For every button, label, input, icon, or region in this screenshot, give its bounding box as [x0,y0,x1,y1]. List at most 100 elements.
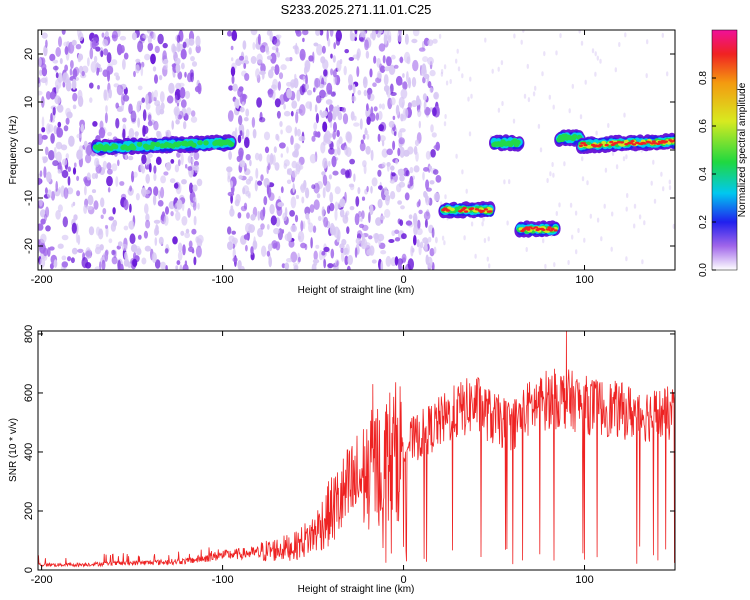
heatmap-cell [84,185,87,196]
heatmap-cell [102,160,108,170]
heatmap-cell [278,72,284,80]
heatmap-cell [330,68,334,76]
heatmap-cell [373,55,377,64]
heatmap-cell [296,89,301,102]
heatmap-cell [428,165,433,170]
heatmap-cell [55,180,58,192]
heatmap-cell [324,130,331,143]
heatmap-cell [377,72,382,79]
heatmap-cell [575,249,578,255]
heatmap-cell [239,106,245,113]
heatmap-cell [378,124,385,132]
heatmap-cell [394,229,400,235]
heatmap-cell [100,197,105,208]
heatmap-cell [101,32,105,38]
heatmap-cell [413,145,418,155]
heatmap-cell [332,69,337,78]
heatmap-cell [341,107,346,113]
heatmap-cell [242,187,246,195]
heatmap-cell [269,204,275,215]
heatmap-cell [170,211,174,217]
x-tick-label: 100 [575,574,593,586]
heatmap-cell [470,221,474,227]
heatmap-cell [239,160,246,168]
heatmap-cell [461,169,464,175]
x-tick-label: -100 [212,274,234,286]
heatmap-cell [92,121,98,127]
heatmap-cell [273,227,280,235]
heatmap-cell [277,81,281,91]
heatmap-cell [408,77,411,89]
heatmap-cell [322,121,328,133]
heatmap-cell [643,220,646,226]
heatmap-cell [325,99,333,105]
heatmap-cell [552,172,555,178]
heatmap-cell [231,230,236,235]
heatmap-cell [299,48,306,61]
heatmap-cell [407,102,412,109]
heatmap-cell [227,241,234,251]
snr-y-label: SNR (10 * v/v) [8,418,19,482]
heatmap-cell [72,104,77,110]
heatmap-cell [172,46,177,53]
heatmap-cell [183,121,187,130]
heatmap-cell [661,32,664,38]
heatmap-cell [441,235,445,241]
spectrogram-y-ticks: -20 -10 0 10 20 [23,48,675,254]
heatmap-cell [169,178,176,184]
heatmap-feature-cell [619,141,625,144]
heatmap-cell [258,153,263,162]
heatmap-cell [46,123,51,135]
heatmap-cell [424,218,428,228]
heatmap-cell [144,245,152,252]
heatmap-feature-cell [672,139,675,142]
heatmap-cell [377,133,381,143]
snr-y-ticks: 0 200 400 600 800 [23,325,675,573]
heatmap-cell [111,59,118,66]
heatmap-cell [357,187,361,195]
heatmap-cell [173,182,179,189]
heatmap-feature-cell [541,228,546,232]
heatmap-cell [175,119,180,125]
heatmap-cell [177,71,183,80]
heatmap-cell [349,158,355,165]
heatmap-cell [618,42,621,47]
heatmap-cell [52,106,56,116]
heatmap-cell [369,68,373,78]
heatmap-cell [372,82,377,87]
heatmap-cell [115,176,119,187]
heatmap-cell [610,246,613,252]
heatmap-cell [563,161,566,167]
heatmap-cell [39,243,46,254]
heatmap-cell [180,153,184,166]
heatmap-cell [323,69,328,77]
heatmap-cell [226,166,233,173]
heatmap-cell [263,196,268,206]
heatmap-cell [46,189,53,199]
heatmap-cell [418,47,426,52]
heatmap-cell [404,33,409,45]
heatmap-feature-cell [228,141,235,147]
heatmap-cell [165,206,169,215]
heatmap-cell [280,129,283,135]
heatmap-cell [141,154,147,165]
heatmap-cell [67,256,72,262]
heatmap-cell [227,30,232,37]
heatmap-cell [526,63,529,69]
heatmap-cell [321,250,326,256]
heatmap-cell [231,75,235,85]
colorbar-tick-label: 0.4 [698,167,709,181]
heatmap-cell [117,241,123,247]
heatmap-cell [38,90,43,96]
heatmap-cell [551,162,554,167]
heatmap-cell [111,256,118,265]
heatmap-cell [334,201,339,211]
heatmap-cell [397,130,403,139]
heatmap-cell [237,134,242,144]
heatmap-cell [76,149,83,160]
heatmap-cell [435,236,438,244]
heatmap-cell [154,259,161,269]
heatmap-cell [160,102,165,111]
heatmap-cell [303,179,307,190]
heatmap-feature-cell [474,208,479,211]
